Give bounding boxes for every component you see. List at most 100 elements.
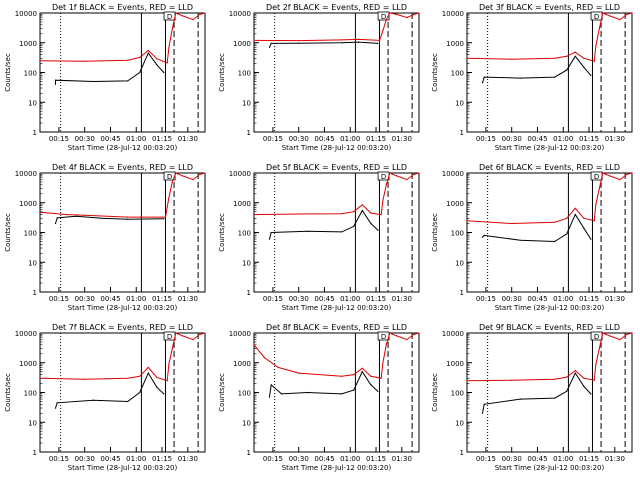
lld-point: [574, 207, 576, 209]
lld-point: [298, 372, 300, 374]
events-point: [353, 389, 355, 391]
y-tick-label: 100: [451, 390, 464, 398]
y-tick-label: 1: [33, 449, 37, 457]
lld-point: [554, 57, 556, 59]
lld-point: [204, 332, 206, 334]
y-tick-label: 10000: [229, 170, 251, 178]
lld-point: [389, 172, 391, 174]
lld-point: [253, 39, 255, 42]
events-point: [92, 80, 94, 83]
x-axis-label: Start Time (28-Jul-12 00:03:20): [282, 464, 392, 472]
events-point: [147, 372, 149, 374]
x-tick-label: 01:00: [553, 135, 573, 143]
lld-point: [192, 339, 194, 341]
y-tick-label: 1000: [233, 40, 251, 48]
lld-point: [175, 332, 177, 334]
detector-panel: Det 7f BLACK = Events, RED = LLD 1 10 100 10…: [4, 323, 206, 472]
y-axis-label: Counts/sec: [431, 53, 439, 92]
lld-point: [171, 348, 173, 350]
y-tick-label: 10: [28, 99, 37, 107]
lld-point: [602, 172, 604, 174]
x-tick-label: 01:00: [553, 295, 573, 303]
events-point: [341, 42, 343, 44]
lld-point: [554, 221, 556, 223]
events-point: [156, 64, 158, 66]
lld-point: [626, 173, 628, 175]
lld-point: [631, 12, 633, 14]
events-point: [92, 399, 94, 401]
lld-series-line: [466, 332, 633, 382]
lld-point: [389, 12, 391, 14]
x-tick-label: 00:15: [263, 295, 283, 303]
panel-title: Det 8f BLACK = Events, RED = LLD: [266, 323, 407, 332]
y-tick-label: 1000: [19, 40, 37, 48]
lld-point: [566, 217, 568, 219]
x-tick-label: 01:30: [178, 295, 198, 303]
lld-point: [511, 379, 513, 381]
lld-point: [406, 339, 408, 341]
lld-point: [358, 38, 360, 41]
lld-point: [466, 220, 468, 222]
events-point: [127, 80, 129, 82]
lld-point: [406, 17, 408, 19]
panel-title: Det 2f BLACK = Events, RED = LLD: [266, 3, 407, 12]
lld-point: [382, 199, 384, 201]
x-axis-label: Start Time (28-Jul-12 00:03:20): [68, 304, 178, 312]
lld-point: [626, 13, 628, 15]
lld-point: [609, 15, 611, 17]
y-tick-label: 1000: [446, 360, 464, 368]
events-point: [75, 215, 77, 217]
lld-point: [574, 369, 576, 372]
x-tick-label: 01:00: [126, 455, 146, 463]
lld-point: [595, 363, 597, 365]
detector-panel: Det 1f BLACK = Events, RED = LLD 1 10 100 10…: [4, 3, 206, 152]
panel-title: Det 6f BLACK = Events, RED = LLD: [479, 163, 620, 172]
lld-point: [263, 356, 265, 359]
events-point: [554, 76, 556, 78]
lld-point: [139, 56, 141, 59]
lld-point: [199, 13, 201, 15]
events-point: [483, 234, 485, 236]
detector-panel: Det 9f BLACK = Events, RED = LLD 1 10 100 10…: [431, 323, 633, 472]
events-point: [590, 74, 592, 76]
lld-point: [298, 40, 300, 42]
events-point: [554, 397, 556, 399]
x-tick-label: 01:15: [366, 135, 386, 143]
lld-point: [147, 49, 149, 52]
lld-point: [361, 367, 363, 369]
y-tick-label: 100: [24, 390, 37, 398]
lld-point: [418, 12, 420, 14]
lld-point: [168, 363, 170, 365]
x-tick-label: 01:00: [126, 135, 146, 143]
y-tick-label: 1: [247, 449, 251, 457]
x-axis-label: Start Time (28-Jul-12 00:03:20): [495, 144, 605, 152]
lld-point: [378, 39, 381, 42]
events-point: [481, 412, 484, 414]
events-point: [370, 384, 372, 386]
lld-point: [583, 217, 585, 219]
x-tick-label: 00:45: [527, 455, 547, 463]
y-axis-label: Counts/sec: [218, 213, 226, 252]
lld-point: [595, 203, 597, 205]
lld-point: [277, 366, 279, 368]
x-tick-label: 01:15: [579, 455, 599, 463]
events-point: [590, 238, 592, 240]
lld-point: [370, 212, 372, 214]
events-point: [341, 393, 343, 395]
events-series-line: [55, 372, 165, 409]
x-axis-label: Start Time (28-Jul-12 00:03:20): [495, 304, 605, 312]
y-tick-label: 100: [24, 70, 37, 78]
lld-point: [631, 172, 633, 174]
y-tick-label: 10: [455, 419, 464, 427]
lld-point: [175, 172, 177, 174]
lld-point: [166, 62, 168, 64]
events-point: [127, 218, 129, 220]
lld-point: [298, 213, 300, 215]
events-point: [163, 218, 165, 220]
y-axis-label: Counts/sec: [218, 53, 226, 92]
lld-point: [413, 173, 415, 175]
x-tick-label: 01:00: [340, 455, 360, 463]
plot-frame: [253, 12, 420, 133]
lld-point: [609, 335, 611, 337]
